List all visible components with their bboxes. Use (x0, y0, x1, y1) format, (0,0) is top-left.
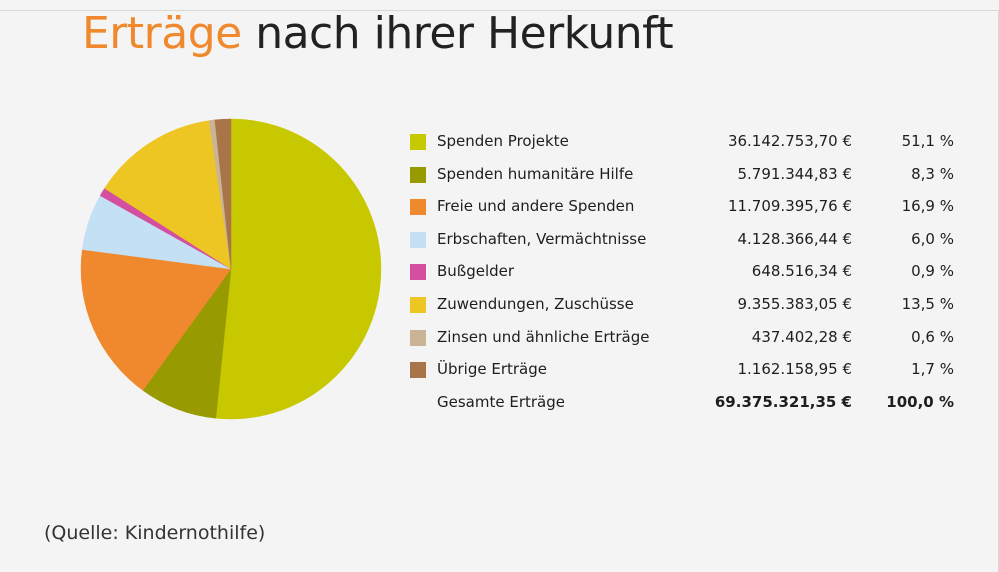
top-border (0, 10, 999, 11)
legend-amount: 5.791.344,83 € (737, 164, 852, 183)
pie-chart (80, 118, 382, 420)
legend-total-row: Gesamte Erträge 69.375.321,35 € 100,0 % (410, 387, 970, 420)
legend-percent: 6,0 % (911, 229, 954, 248)
legend-row: Übrige Erträge 1.162.158,95 € 1,7 % (410, 354, 970, 387)
legend-percent: 13,5 % (901, 294, 954, 313)
pie-slice-8 (214, 118, 232, 270)
legend-swatch (410, 199, 426, 216)
legend-percent: 0,9 % (911, 262, 954, 281)
legend-label: Spenden Projekte (437, 132, 569, 150)
legend-label: Spenden humanitäre Hilfe (437, 164, 634, 183)
legend-label: Zuwendungen, Zuschüsse (437, 294, 634, 313)
legend-swatch (410, 134, 426, 150)
legend-amount: 4.128.366,44 € (737, 229, 852, 248)
legend-label: Bußgelder (437, 262, 515, 281)
pie-slice-3 (80, 249, 232, 391)
legend-label: Erbschaften, Vermächtnisse (437, 229, 647, 248)
legend-swatch (410, 166, 426, 183)
legend-label: Übrige Erträge (437, 360, 547, 379)
source-note: (Quelle: Kindernothilfe) (44, 522, 266, 544)
title-accent: Erträge (82, 8, 242, 59)
legend-row: Spenden humanitäre Hilfe 5.791.344,83 € 8,… (410, 159, 970, 192)
legend-row: Spenden Projekte 36.142.753,70 € 51,1 % (410, 126, 970, 159)
legend-row: Freie und andere Spenden 11.709.395,76 € 1… (410, 191, 970, 224)
legend-swatch (410, 296, 426, 313)
total-percent: 100,0 % (886, 392, 954, 411)
legend-swatch (410, 264, 426, 281)
legend-amount: 11.709.395,76 € (727, 197, 852, 216)
legend-row: Zinsen und ähnliche Erträge 437.402,28 € 0… (410, 322, 970, 355)
legend-row: Erbschaften, Vermächtnisse 4.128.366,44 €… (410, 224, 970, 257)
legend-row: Zuwendungen, Zuschüsse 9.355.383,05 € 13,5… (410, 289, 970, 322)
legend-swatch (410, 362, 426, 379)
page-title: Erträge nach ihrer Herkunft (82, 8, 674, 60)
total-label: Gesamte Erträge (437, 392, 565, 411)
legend-percent: 8,3 % (911, 164, 954, 183)
legend-amount: 648.516,34 € (751, 262, 852, 281)
legend-amount: 36.142.753,70 € (727, 132, 852, 150)
legend-percent: 16,9 % (901, 197, 954, 216)
pie-slice-1 (215, 118, 382, 420)
title-rest: nach ihrer Herkunft (241, 8, 674, 59)
legend-swatch (410, 231, 426, 248)
legend-amount: 1.162.158,95 € (737, 360, 852, 379)
legend-percent: 51,1 % (901, 132, 954, 150)
legend-swatch (410, 329, 426, 346)
legend: Spenden Projekte 36.142.753,70 €51,1 % Spe… (410, 126, 970, 419)
legend-percent: 1,7 % (911, 360, 954, 379)
legend-label: Freie und andere Spenden (437, 197, 635, 216)
legend-amount: 437.402,28 € (751, 327, 852, 346)
legend-amount: 9.355.383,05 € (737, 294, 852, 313)
legend-percent: 0,6 % (911, 327, 954, 346)
legend-row: Bußgelder 648.516,34 € 0,9 % (410, 256, 970, 289)
legend-label: Zinsen und ähnliche Erträge (437, 327, 650, 346)
total-amount: 69.375.321,35 € (714, 392, 852, 411)
pie-slice-6 (104, 120, 232, 270)
